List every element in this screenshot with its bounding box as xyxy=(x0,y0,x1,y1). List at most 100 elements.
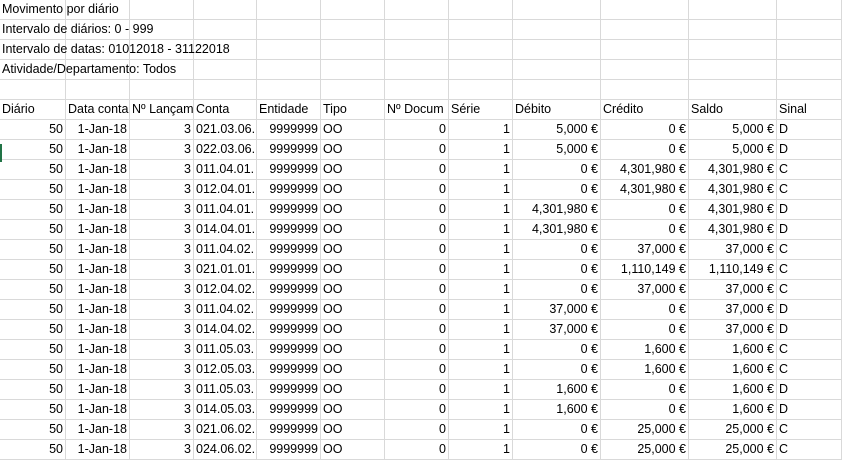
cell-tipo[interactable]: OO xyxy=(321,360,385,380)
empty-cell[interactable] xyxy=(449,20,513,40)
empty-cell[interactable] xyxy=(257,40,321,60)
cell-n-documento[interactable]: 0 xyxy=(385,300,449,320)
empty-cell[interactable] xyxy=(385,40,449,60)
cell-tipo[interactable]: OO xyxy=(321,140,385,160)
empty-cell[interactable] xyxy=(385,0,449,20)
cell-debito[interactable]: 1,600 € xyxy=(513,400,601,420)
cell-diario[interactable]: 50 xyxy=(0,140,66,160)
cell-debito[interactable]: 4,301,980 € xyxy=(513,220,601,240)
cell-credito[interactable]: 1,110,149 € xyxy=(601,260,689,280)
cell-conta[interactable]: 021.06.02. xyxy=(194,420,257,440)
cell-saldo[interactable]: 1,600 € xyxy=(689,360,777,380)
cell-data-conta[interactable]: 1-Jan-18 xyxy=(66,120,130,140)
cell-diario[interactable]: 50 xyxy=(0,340,66,360)
cell-tipo[interactable]: OO xyxy=(321,240,385,260)
empty-cell[interactable] xyxy=(601,40,689,60)
cell-n-lancamento[interactable]: 3 xyxy=(130,420,194,440)
empty-cell[interactable] xyxy=(777,0,842,20)
cell-credito[interactable]: 0 € xyxy=(601,400,689,420)
cell-n-documento[interactable]: 0 xyxy=(385,200,449,220)
cell-saldo[interactable]: 4,301,980 € xyxy=(689,180,777,200)
cell-saldo[interactable]: 37,000 € xyxy=(689,240,777,260)
cell-sinal[interactable]: C xyxy=(777,340,842,360)
empty-cell[interactable] xyxy=(777,40,842,60)
cell-entidade[interactable]: 9999999 xyxy=(257,280,321,300)
cell-diario[interactable]: 50 xyxy=(0,200,66,220)
cell-n-lancamento[interactable]: 3 xyxy=(130,380,194,400)
cell-n-lancamento[interactable]: 3 xyxy=(130,240,194,260)
header-credito[interactable]: Crédito xyxy=(601,100,689,120)
cell-saldo[interactable]: 25,000 € xyxy=(689,440,777,460)
empty-cell[interactable] xyxy=(689,80,777,100)
cell-credito[interactable]: 0 € xyxy=(601,200,689,220)
empty-cell[interactable] xyxy=(194,20,257,40)
cell-data-conta[interactable]: 1-Jan-18 xyxy=(66,220,130,240)
empty-cell[interactable] xyxy=(601,60,689,80)
header-n-documento[interactable]: Nº Docum xyxy=(385,100,449,120)
header-serie[interactable]: Série xyxy=(449,100,513,120)
cell-n-documento[interactable]: 0 xyxy=(385,400,449,420)
cell-n-lancamento[interactable]: 3 xyxy=(130,320,194,340)
cell-conta[interactable]: 021.03.06. xyxy=(194,120,257,140)
cell-saldo[interactable]: 37,000 € xyxy=(689,280,777,300)
cell-n-lancamento[interactable]: 3 xyxy=(130,120,194,140)
cell-n-documento[interactable]: 0 xyxy=(385,160,449,180)
cell-n-documento[interactable]: 0 xyxy=(385,220,449,240)
cell-serie[interactable]: 1 xyxy=(449,120,513,140)
cell-n-lancamento[interactable]: 3 xyxy=(130,200,194,220)
cell-entidade[interactable]: 9999999 xyxy=(257,160,321,180)
empty-cell[interactable] xyxy=(777,20,842,40)
cell-credito[interactable]: 0 € xyxy=(601,320,689,340)
cell-tipo[interactable]: OO xyxy=(321,180,385,200)
cell-debito[interactable]: 0 € xyxy=(513,180,601,200)
cell-saldo[interactable]: 1,110,149 € xyxy=(689,260,777,280)
cell-data-conta[interactable]: 1-Jan-18 xyxy=(66,280,130,300)
cell-entidade[interactable]: 9999999 xyxy=(257,120,321,140)
cell-n-documento[interactable]: 0 xyxy=(385,140,449,160)
cell-entidade[interactable]: 9999999 xyxy=(257,320,321,340)
cell-diario[interactable]: 50 xyxy=(0,220,66,240)
header-conta[interactable]: Conta xyxy=(194,100,257,120)
empty-cell[interactable] xyxy=(513,40,601,60)
cell-n-documento[interactable]: 0 xyxy=(385,380,449,400)
cell-serie[interactable]: 1 xyxy=(449,220,513,240)
cell-n-documento[interactable]: 0 xyxy=(385,240,449,260)
cell-sinal[interactable]: C xyxy=(777,360,842,380)
cell-data-conta[interactable]: 1-Jan-18 xyxy=(66,240,130,260)
cell-diario[interactable]: 50 xyxy=(0,320,66,340)
cell-n-documento[interactable]: 0 xyxy=(385,340,449,360)
cell-data-conta[interactable]: 1-Jan-18 xyxy=(66,400,130,420)
cell-debito[interactable]: 0 € xyxy=(513,240,601,260)
cell-conta[interactable]: 024.06.02. xyxy=(194,440,257,460)
cell-credito[interactable]: 0 € xyxy=(601,140,689,160)
empty-cell[interactable] xyxy=(257,20,321,40)
info-line-1[interactable]: Movimento por diário xyxy=(0,0,194,20)
header-debito[interactable]: Débito xyxy=(513,100,601,120)
cell-serie[interactable]: 1 xyxy=(449,180,513,200)
empty-cell[interactable] xyxy=(689,20,777,40)
cell-tipo[interactable]: OO xyxy=(321,420,385,440)
cell-diario[interactable]: 50 xyxy=(0,180,66,200)
cell-n-lancamento[interactable]: 3 xyxy=(130,180,194,200)
cell-serie[interactable]: 1 xyxy=(449,140,513,160)
header-n-lancamento[interactable]: Nº Lançam xyxy=(130,100,194,120)
empty-cell[interactable] xyxy=(321,40,385,60)
empty-cell[interactable] xyxy=(194,80,257,100)
empty-cell[interactable] xyxy=(321,60,385,80)
cell-sinal[interactable]: C xyxy=(777,420,842,440)
cell-serie[interactable]: 1 xyxy=(449,300,513,320)
cell-conta[interactable]: 021.01.01. xyxy=(194,260,257,280)
cell-saldo[interactable]: 25,000 € xyxy=(689,420,777,440)
info-line-4[interactable]: Atividade/Departamento: Todos xyxy=(0,60,194,80)
cell-conta[interactable]: 014.05.03. xyxy=(194,400,257,420)
cell-serie[interactable]: 1 xyxy=(449,400,513,420)
cell-entidade[interactable]: 9999999 xyxy=(257,260,321,280)
cell-debito[interactable]: 0 € xyxy=(513,360,601,380)
cell-conta[interactable]: 014.04.02. xyxy=(194,320,257,340)
cell-data-conta[interactable]: 1-Jan-18 xyxy=(66,300,130,320)
cell-diario[interactable]: 50 xyxy=(0,420,66,440)
cell-debito[interactable]: 37,000 € xyxy=(513,300,601,320)
empty-cell[interactable] xyxy=(66,80,130,100)
cell-sinal[interactable]: D xyxy=(777,140,842,160)
empty-cell[interactable] xyxy=(601,0,689,20)
